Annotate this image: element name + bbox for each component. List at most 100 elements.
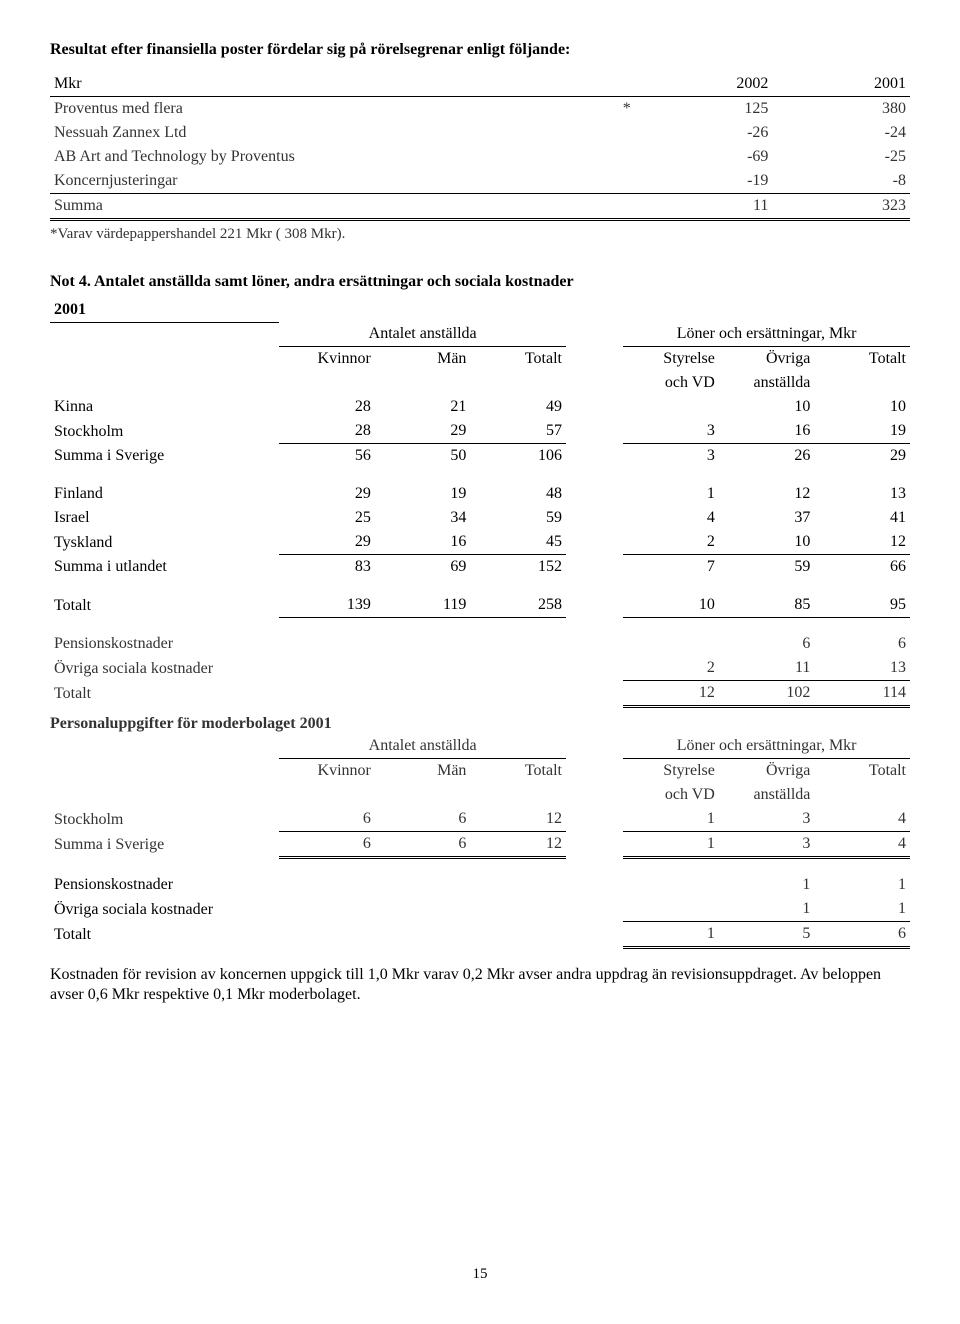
cell: 57 (470, 419, 566, 444)
t1-star: * (566, 97, 635, 122)
subtotal-label: Summa i Sverige (50, 832, 279, 858)
pens-label: Pensionskostnader (50, 632, 279, 656)
cell: 16 (375, 530, 471, 555)
t1-cell: -69 (635, 145, 773, 169)
cell: 59 (719, 555, 815, 580)
cell: 66 (814, 555, 910, 580)
cell: 10 (814, 395, 910, 419)
cell: 34 (375, 506, 471, 530)
page-number: 15 (50, 1265, 910, 1284)
h-styrelse: Styrelse (623, 347, 719, 372)
cell: 25 (279, 506, 375, 530)
cell: 13 (814, 656, 910, 681)
cell: 1 (814, 897, 910, 922)
cell: 106 (470, 444, 566, 469)
cell: 3 (623, 444, 719, 469)
cell: 12 (719, 482, 815, 506)
cell: 1 (719, 897, 815, 922)
t1-cell: -26 (635, 121, 773, 145)
cell: 3 (623, 419, 719, 444)
row-label: Finland (50, 482, 279, 506)
cell: 28 (279, 395, 375, 419)
t1-cell: 380 (772, 97, 910, 122)
footer-paragraph: Kostnaden för revision av koncernen uppg… (50, 965, 910, 1005)
t1-h-2002: 2002 (635, 72, 773, 97)
cell: 11 (719, 656, 815, 681)
group-header-a: Antalet anställda (279, 322, 566, 347)
cell: 6 (814, 922, 910, 948)
t1-sum-label: Summa (50, 194, 566, 220)
group-header-b: Löner och ersättningar, Mkr (623, 322, 910, 347)
cell: 45 (470, 530, 566, 555)
h-ovriga: Övriga (719, 347, 815, 372)
cell: 6 (279, 807, 375, 832)
t1-h-2001: 2001 (772, 72, 910, 97)
cell: 6 (814, 632, 910, 656)
cell: 29 (375, 419, 471, 444)
cell: 48 (470, 482, 566, 506)
cell: 10 (719, 530, 815, 555)
t1-row-label: Koncernjusteringar (50, 169, 566, 194)
t1-h-mkr: Mkr (50, 72, 566, 97)
cell: 12 (814, 530, 910, 555)
row-label: Stockholm (50, 419, 279, 444)
cell: 258 (470, 593, 566, 618)
cell: 6 (375, 832, 471, 858)
cell: 1 (814, 873, 910, 897)
cell: 1 (623, 832, 719, 858)
t1-sum: 11 (635, 194, 773, 220)
cell: 6 (279, 832, 375, 858)
cell: 50 (375, 444, 471, 469)
t1-cell: -25 (772, 145, 910, 169)
cell: 114 (814, 681, 910, 707)
cell: 13 (814, 482, 910, 506)
cell: 139 (279, 593, 375, 618)
cell: 19 (375, 482, 471, 506)
t1-row-label: AB Art and Technology by Proventus (50, 145, 566, 169)
h-man: Män (375, 759, 471, 784)
cell: 12 (470, 832, 566, 858)
pens-label: Pensionskostnader (50, 873, 279, 897)
cell: 83 (279, 555, 375, 580)
h-kvinnor: Kvinnor (279, 759, 375, 784)
t1-cell: -19 (635, 169, 773, 194)
cell: 21 (375, 395, 471, 419)
h-kvinnor: Kvinnor (279, 347, 375, 372)
h-styrelse: Styrelse (623, 759, 719, 784)
ktot-label: Totalt (50, 922, 279, 948)
not4-title: Not 4. Antalet anställda samt löner, and… (50, 272, 910, 292)
cell: 19 (814, 419, 910, 444)
h-styrelse2: och VD (623, 783, 719, 807)
ktot-label: Totalt (50, 681, 279, 707)
h-ovriga: Övriga (719, 759, 815, 784)
subtotal-label: Summa i utlandet (50, 555, 279, 580)
t1-footnote: *Varav värdepappershandel 221 Mkr ( 308 … (50, 225, 910, 244)
t1-cell: -8 (772, 169, 910, 194)
cell: 152 (470, 555, 566, 580)
t1-sum: 323 (772, 194, 910, 220)
cell: 1 (719, 873, 815, 897)
year-label: 2001 (50, 298, 279, 323)
cell: 29 (279, 482, 375, 506)
cell: 59 (470, 506, 566, 530)
table-personal: Antalet anställda Löner och ersättningar… (50, 734, 910, 949)
ovr-label: Övriga sociala kostnader (50, 656, 279, 681)
total-label: Totalt (50, 593, 279, 618)
cell: 1 (623, 922, 719, 948)
t1-row-label: Proventus med flera (50, 97, 566, 122)
cell: 4 (814, 832, 910, 858)
ovr-label: Övriga sociala kostnader (50, 897, 279, 922)
cell: 4 (814, 807, 910, 832)
cell: 85 (719, 593, 815, 618)
t1-cell: -24 (772, 121, 910, 145)
group-header-a: Antalet anställda (279, 734, 566, 759)
h-man: Män (375, 347, 471, 372)
row-label: Israel (50, 506, 279, 530)
pers-title: Personaluppgifter för moderbolaget 2001 (50, 714, 910, 734)
cell: 41 (814, 506, 910, 530)
cell: 4 (623, 506, 719, 530)
cell (623, 395, 719, 419)
cell: 10 (719, 395, 815, 419)
cell: 7 (623, 555, 719, 580)
h-styrelse2: och VD (623, 371, 719, 395)
